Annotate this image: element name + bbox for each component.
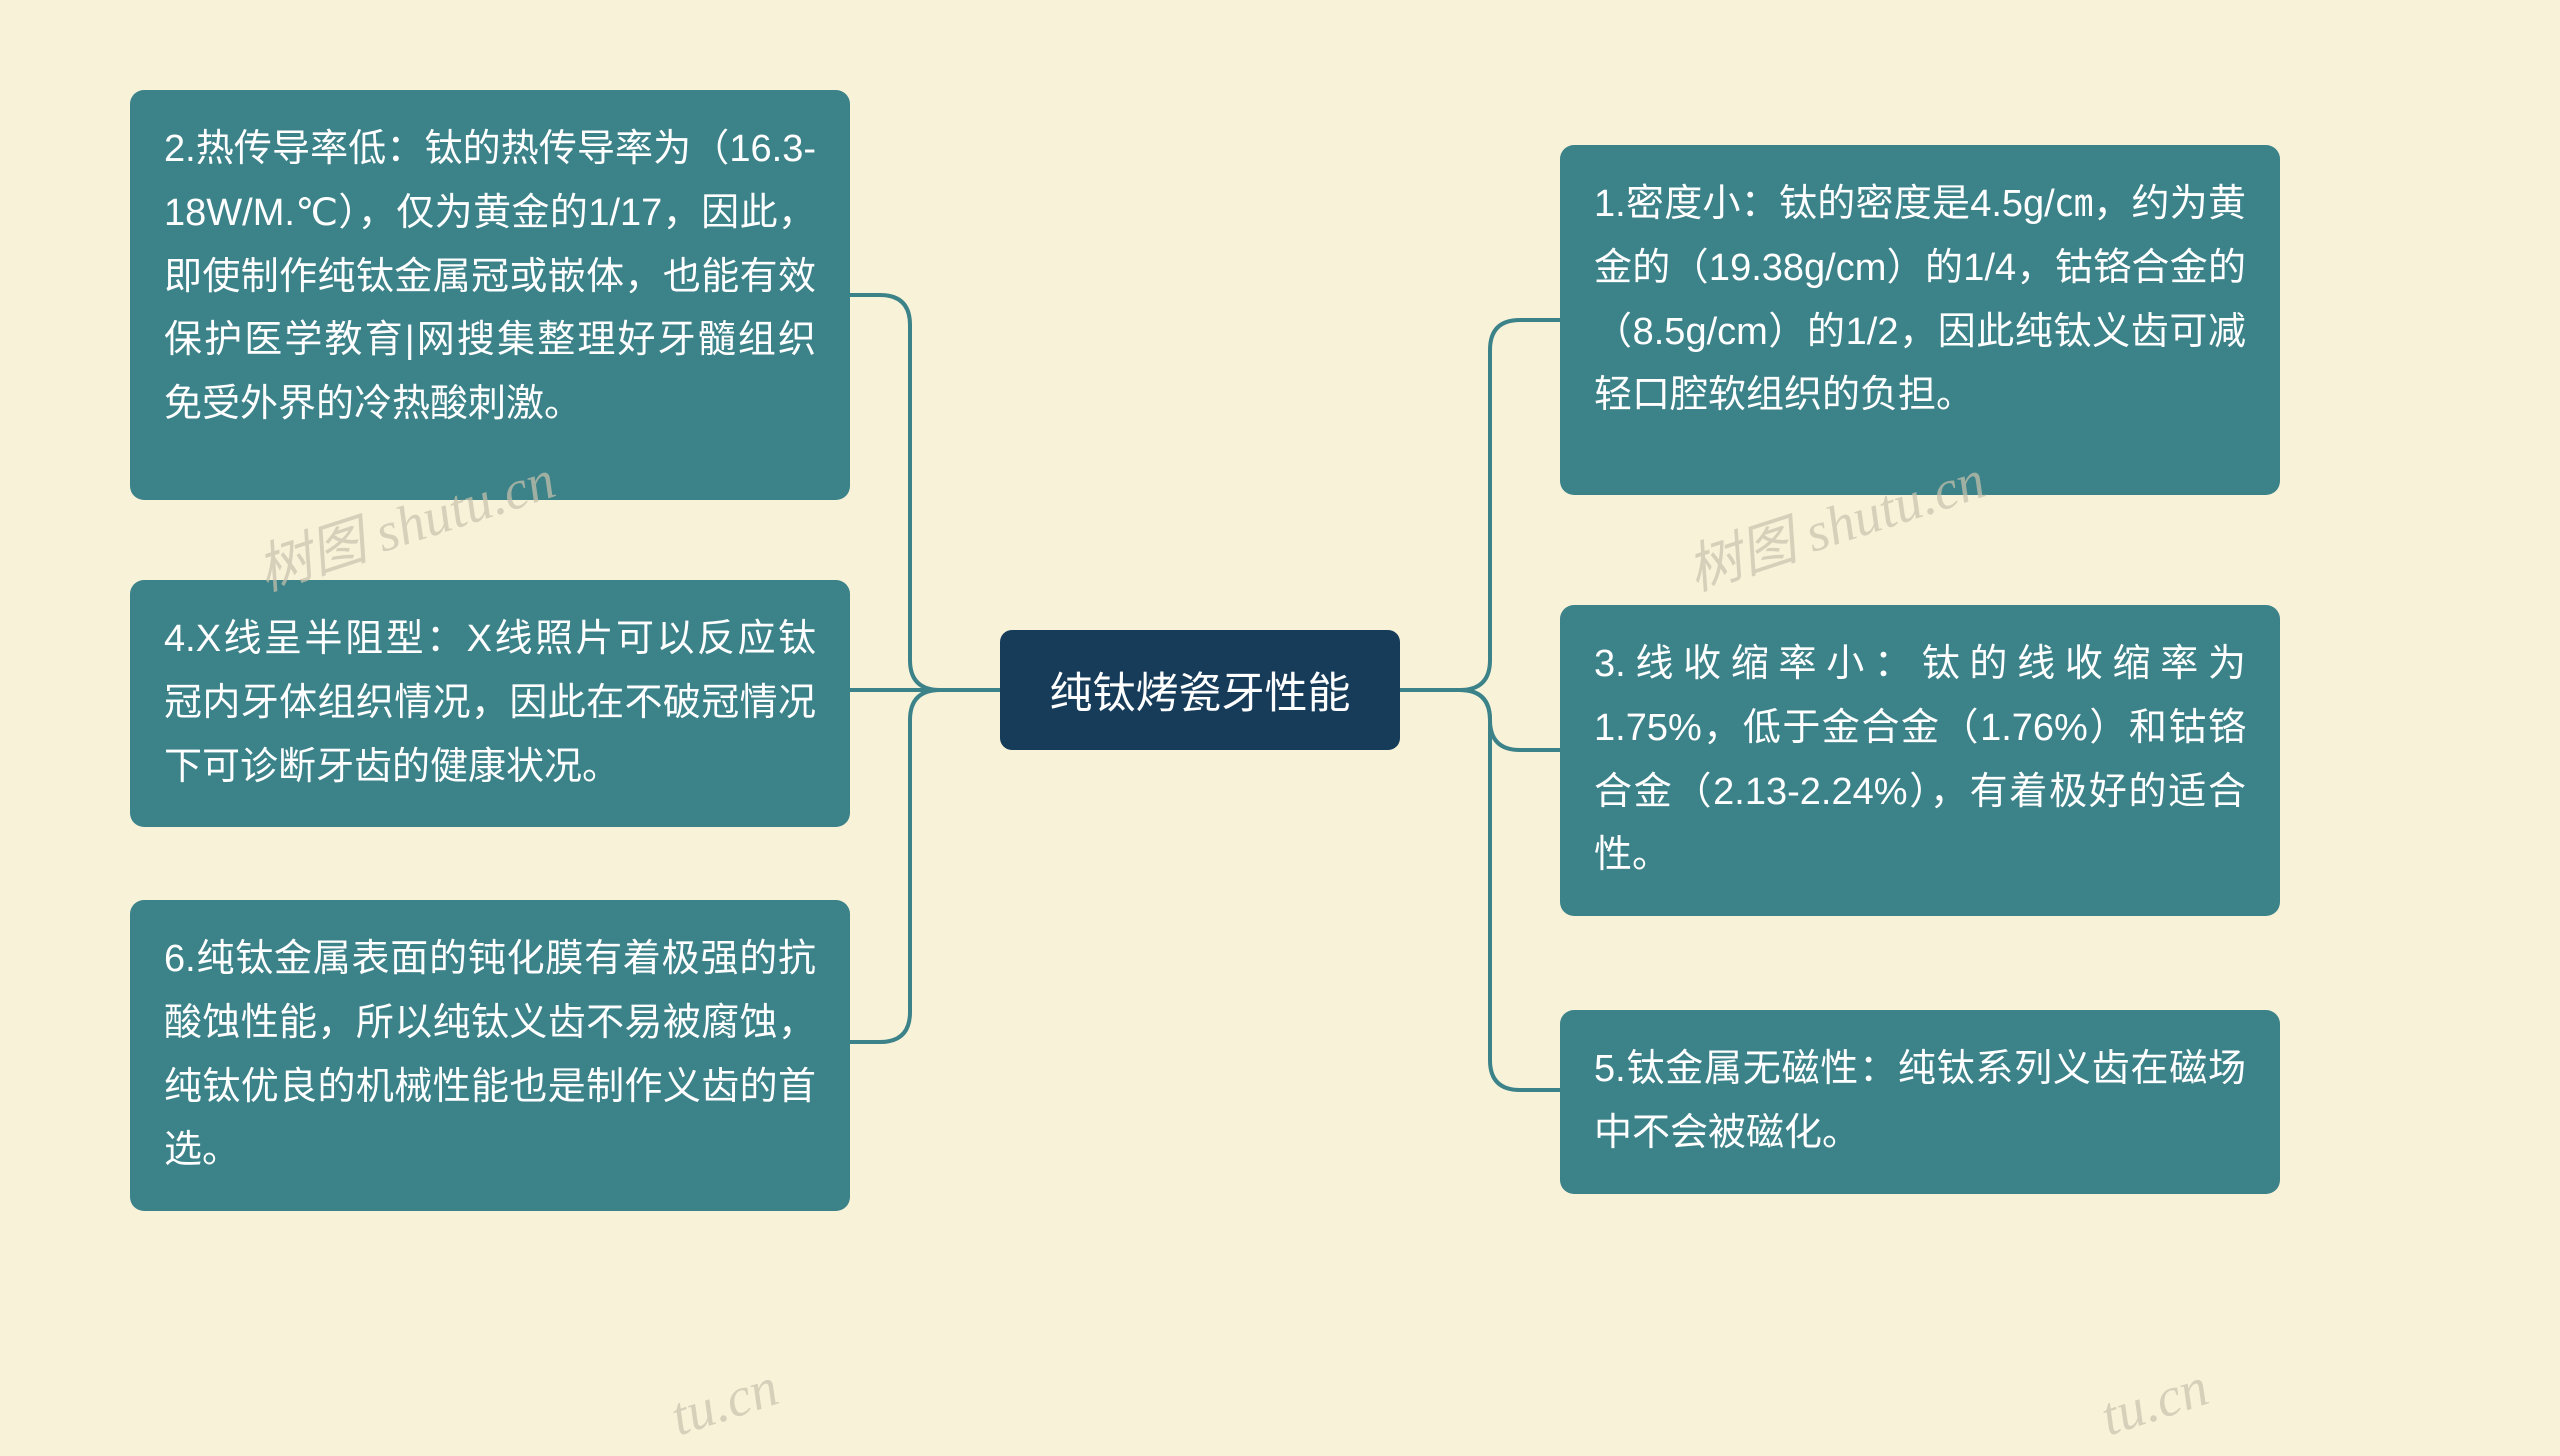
node-item-5: 5.钛金属无磁性：纯钛系列义齿在磁场中不会被磁化。 xyxy=(1560,1010,2280,1194)
connector-left-1 xyxy=(850,295,1000,690)
connector-left-3 xyxy=(850,690,1000,1042)
center-node-label: 纯钛烤瓷牙性能 xyxy=(1050,659,1351,721)
node-item-4: 4.X线呈半阻型：X线照片可以反应钛冠内牙体组织情况，因此在不破冠情况下可诊断牙… xyxy=(130,580,850,827)
node-text: 3.线收缩率小：钛的线收缩率为1.75%，低于金合金（1.76%）和钴铬合金（2… xyxy=(1594,643,2246,876)
node-text: 2.热传导率低：钛的热传导率为（16.3-18W/M.℃），仅为黄金的1/17，… xyxy=(164,128,816,425)
connector-right-1 xyxy=(1400,320,1560,690)
node-text: 6.纯钛金属表面的钝化膜有着极强的抗酸蚀性能，所以纯钛义齿不易被腐蚀，纯钛优良的… xyxy=(164,938,816,1171)
node-text: 1.密度小：钛的密度是4.5g/㎝，约为黄金的（19.38g/cm）的1/4，钴… xyxy=(1594,183,2246,416)
connector-right-2 xyxy=(1400,690,1560,750)
node-item-1: 1.密度小：钛的密度是4.5g/㎝，约为黄金的（19.38g/cm）的1/4，钴… xyxy=(1560,145,2280,495)
node-text: 4.X线呈半阻型：X线照片可以反应钛冠内牙体组织情况，因此在不破冠情况下可诊断牙… xyxy=(164,618,816,788)
node-text: 5.钛金属无磁性：纯钛系列义齿在磁场中不会被磁化。 xyxy=(1594,1048,2246,1154)
watermark: tu.cn xyxy=(663,1355,786,1448)
mindmap-canvas: 纯钛烤瓷牙性能 2.热传导率低：钛的热传导率为（16.3-18W/M.℃），仅为… xyxy=(0,0,2560,1456)
node-item-3: 3.线收缩率小：钛的线收缩率为1.75%，低于金合金（1.76%）和钴铬合金（2… xyxy=(1560,605,2280,916)
node-item-2: 2.热传导率低：钛的热传导率为（16.3-18W/M.℃），仅为黄金的1/17，… xyxy=(130,90,850,500)
center-node: 纯钛烤瓷牙性能 xyxy=(1000,630,1400,750)
watermark: tu.cn xyxy=(2093,1355,2216,1448)
connector-right-3 xyxy=(1400,690,1560,1090)
node-item-6: 6.纯钛金属表面的钝化膜有着极强的抗酸蚀性能，所以纯钛义齿不易被腐蚀，纯钛优良的… xyxy=(130,900,850,1211)
